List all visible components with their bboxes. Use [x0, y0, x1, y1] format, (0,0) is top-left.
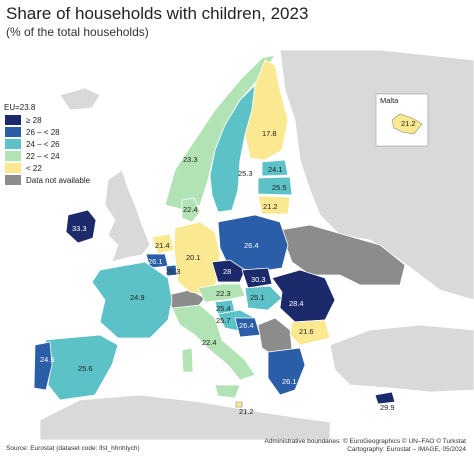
- land-iceland-area: [59, 87, 101, 111]
- country-slovakia: [241, 267, 273, 289]
- legend-item-label: Data not available: [26, 175, 91, 185]
- label-malta: 21.2: [239, 407, 254, 416]
- credits: Administrative boundaries: © EuroGeograp…: [264, 438, 466, 454]
- land-uk: [104, 169, 151, 263]
- label-germany: 20.1: [186, 253, 201, 262]
- country-czechia: [211, 259, 246, 283]
- legend-swatch: [4, 126, 22, 138]
- legend-item-label: 26 – < 28: [26, 127, 60, 137]
- label-netherlands: 21.4: [155, 241, 170, 250]
- country-france: [91, 261, 173, 339]
- label-slovenia: 25.4: [216, 304, 231, 313]
- country-sardinia: [181, 347, 194, 373]
- legend-item-label: < 22: [26, 163, 42, 173]
- malta-inset-value: 21.2: [401, 119, 416, 128]
- label-bulgaria: 21.6: [299, 327, 314, 336]
- legend-item: 26 – < 28: [4, 126, 90, 138]
- map-subtitle: (% of the total households): [6, 25, 149, 39]
- country-estonia: [261, 159, 289, 177]
- credit-cartography: Cartography: Eurostat – IMAGE, 05/2024: [347, 446, 466, 453]
- country-bosnia: [234, 317, 261, 338]
- label-spain: 25.6: [78, 364, 93, 373]
- country-portugal: [33, 341, 53, 391]
- label-czechia: 28: [223, 267, 231, 276]
- legend: EU=23.8 ≥ 28 26 – < 28 24 – < 26 22 – < …: [4, 103, 90, 186]
- land-turkey: [329, 324, 474, 393]
- legend-swatch: [4, 114, 22, 126]
- label-belgium: 26.1: [148, 257, 163, 266]
- country-belarus-ukraine: [279, 224, 406, 286]
- country-bulgaria: [289, 319, 331, 346]
- legend-item: 22 – < 24: [4, 150, 90, 162]
- legend-swatch: [4, 138, 22, 150]
- country-sicily: [214, 384, 241, 399]
- country-finland: [244, 59, 289, 161]
- label-cyprus: 29.9: [380, 403, 395, 412]
- legend-item-label: 22 – < 24: [26, 151, 60, 161]
- country-lithuania: [257, 195, 291, 215]
- legend-item: Data not available: [4, 174, 90, 186]
- country-sweden: [209, 83, 256, 213]
- country-denmark: [181, 197, 201, 223]
- map-title: Share of households with children, 2023: [6, 4, 309, 23]
- label-slovakia: 30.3: [251, 275, 266, 284]
- country-hungary: [244, 285, 283, 311]
- label-latvia: 25.5: [272, 183, 287, 192]
- label-portugal: 24.9: [40, 355, 55, 364]
- country-ireland: [65, 209, 97, 244]
- country-austria: [197, 283, 246, 303]
- label-bosnia: 26.4: [239, 321, 254, 330]
- legend-item: < 22: [4, 162, 90, 174]
- label-greece: 26.1: [282, 377, 297, 386]
- country-malta-dot: [235, 401, 243, 408]
- label-italy: 22.4: [202, 338, 217, 347]
- credit-boundaries: Administrative boundaries: © EuroGeograp…: [264, 438, 466, 445]
- label-romania: 28.4: [289, 299, 304, 308]
- label-austria: 22.3: [216, 289, 231, 298]
- legend-swatch: [4, 150, 22, 162]
- malta-inset-shape: [391, 113, 423, 135]
- legend-item-label: 24 – < 26: [26, 139, 60, 149]
- country-poland: [217, 214, 289, 273]
- label-finland: 17.8: [262, 129, 277, 138]
- legend-swatch: [4, 162, 22, 174]
- label-estonia: 24.1: [268, 165, 283, 174]
- label-hungary: 25.1: [250, 293, 265, 302]
- legend-swatch: [4, 174, 22, 186]
- malta-inset-title: Malta: [380, 96, 399, 105]
- legend-item-label: ≥ 28: [26, 115, 42, 125]
- label-denmark: 22.4: [183, 205, 198, 214]
- label-lithuania: 21.2: [263, 202, 278, 211]
- country-italy: [171, 304, 256, 381]
- label-luxembourg: 26.3: [166, 267, 181, 276]
- country-cyprus: [374, 391, 396, 405]
- label-france: 24.9: [130, 293, 145, 302]
- legend-item: 24 – < 26: [4, 138, 90, 150]
- label-norway: 23.3: [183, 155, 198, 164]
- label-ireland: 33.3: [72, 224, 87, 233]
- label-poland: 26.4: [244, 241, 259, 250]
- europe-map: Malta 21.2 17.8 25.3 23.3 22.4 24.1 25.5…: [0, 40, 474, 440]
- country-switzerland: [167, 289, 206, 311]
- country-latvia: [257, 176, 293, 196]
- legend-item: ≥ 28: [4, 114, 90, 126]
- country-greece: [267, 347, 306, 396]
- land-north-africa: [39, 394, 331, 440]
- legend-eu-label: EU=23.8: [4, 103, 36, 112]
- source-note: Source: Eurostat (dataset code: lfst_hhn…: [6, 445, 140, 452]
- label-sweden: 25.3: [238, 169, 253, 178]
- label-croatia: 25.7: [216, 316, 231, 325]
